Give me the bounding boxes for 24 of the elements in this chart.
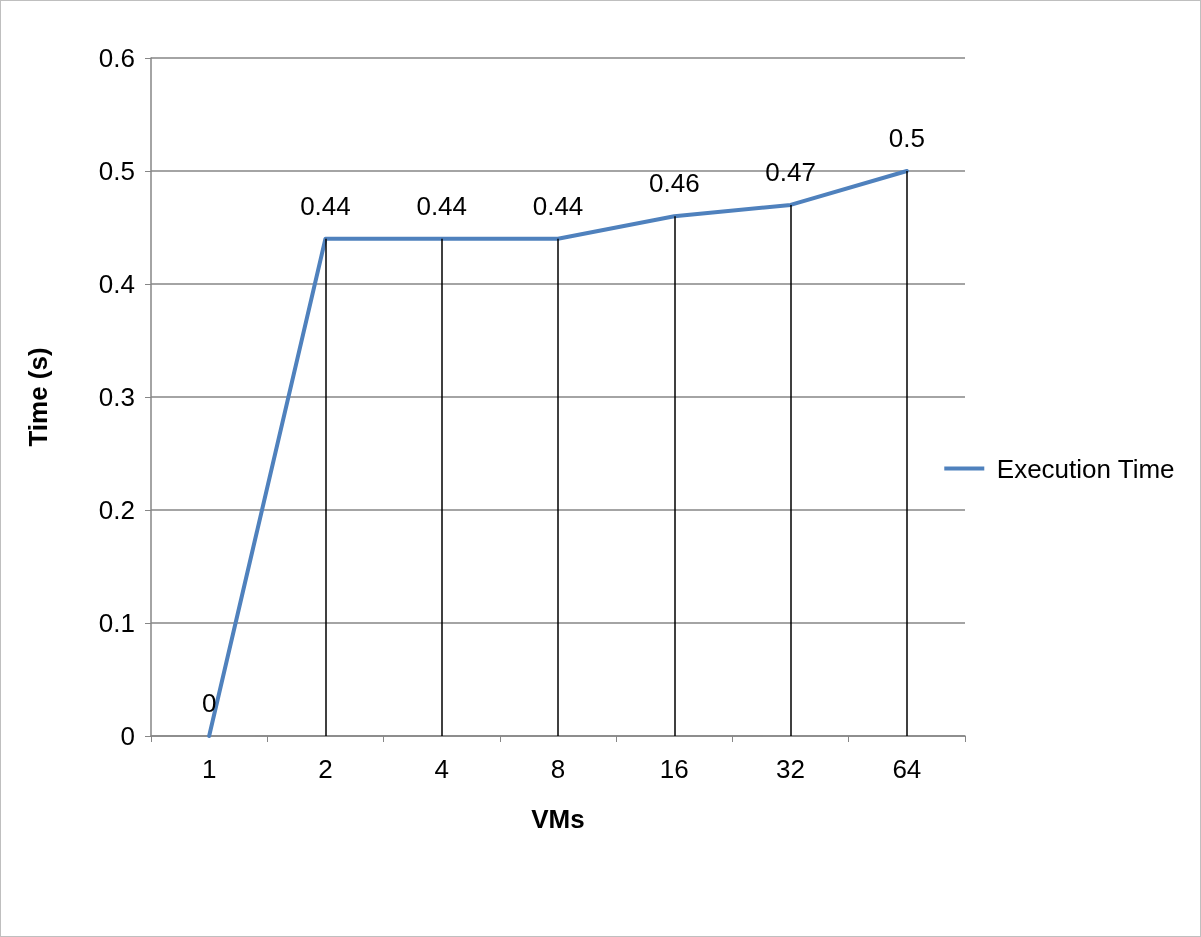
y-axis-title: Time (s) [23, 347, 53, 447]
data-label: 0.44 [416, 190, 468, 221]
x-tick-label: 32 [776, 754, 806, 784]
y-tick-label: 0.3 [98, 382, 135, 412]
data-label: 0.46 [648, 168, 700, 199]
x-tick-label: 4 [434, 754, 449, 784]
x-tick-label: 2 [318, 754, 333, 784]
data-label: 0.47 [765, 156, 816, 187]
x-tick-label: 8 [550, 754, 566, 784]
data-label: 0.44 [532, 190, 584, 221]
y-tick-label: 0.6 [98, 43, 135, 73]
y-tick-label: 0.4 [98, 269, 135, 299]
x-tick-label: 64 [892, 754, 922, 784]
data-label: 0.44 [300, 190, 351, 221]
data-label: 0 [201, 688, 217, 718]
x-tick-label: 16 [659, 754, 689, 784]
y-tick-label: 0.2 [98, 495, 135, 525]
legend-label: Execution Time [996, 453, 1175, 484]
y-tick-label: 0 [120, 721, 135, 751]
y-tick-label: 0.1 [98, 608, 135, 638]
y-tick-label: 0.5 [98, 156, 135, 186]
x-axis-title: VMs [531, 804, 585, 834]
data-label: 0.5 [888, 123, 925, 153]
x-tick-label: 1 [201, 754, 217, 784]
